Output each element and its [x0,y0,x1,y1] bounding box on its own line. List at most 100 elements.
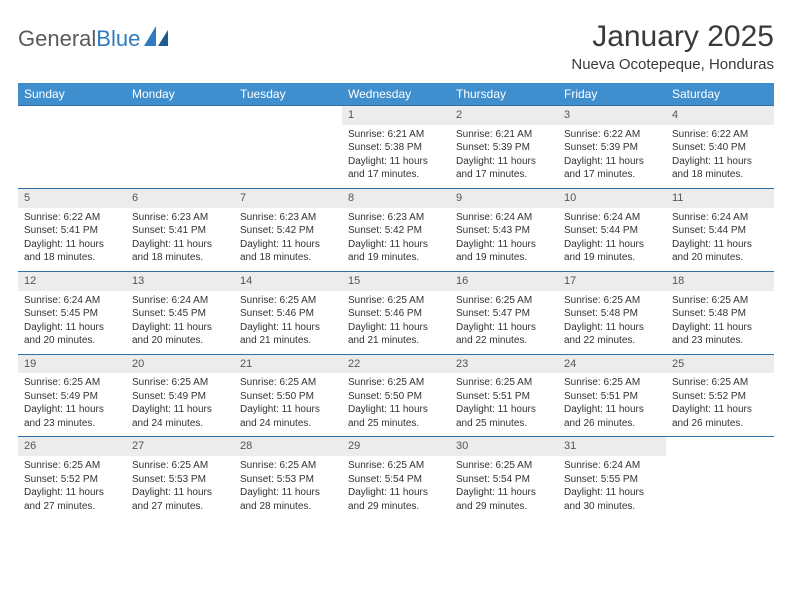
daylight-line-1: Daylight: 11 hours [24,403,120,417]
day-body: Sunrise: 6:25 AMSunset: 5:53 PMDaylight:… [126,456,234,519]
sunrise-line: Sunrise: 6:24 AM [132,294,228,308]
sunrise-line: Sunrise: 6:25 AM [456,294,552,308]
day-number: 18 [666,272,774,291]
calendar-day-cell: 26Sunrise: 6:25 AMSunset: 5:52 PMDayligh… [18,437,126,519]
calendar-table: SundayMondayTuesdayWednesdayThursdayFrid… [18,83,774,519]
calendar-week-row: 5Sunrise: 6:22 AMSunset: 5:41 PMDaylight… [18,188,774,271]
daylight-line-1: Daylight: 11 hours [456,238,552,252]
calendar-day-cell: 21Sunrise: 6:25 AMSunset: 5:50 PMDayligh… [234,354,342,437]
calendar-day-cell [18,106,126,189]
day-body: Sunrise: 6:25 AMSunset: 5:52 PMDaylight:… [666,373,774,436]
day-body: Sunrise: 6:25 AMSunset: 5:54 PMDaylight:… [450,456,558,519]
daylight-line-2: and 24 minutes. [240,417,336,431]
day-body: Sunrise: 6:24 AMSunset: 5:45 PMDaylight:… [126,291,234,354]
daylight-line-1: Daylight: 11 hours [24,486,120,500]
month-title: January 2025 [571,20,774,54]
calendar-day-cell: 19Sunrise: 6:25 AMSunset: 5:49 PMDayligh… [18,354,126,437]
location-label: Nueva Ocotepeque, Honduras [571,56,774,73]
day-number: 20 [126,355,234,374]
calendar-day-cell: 15Sunrise: 6:25 AMSunset: 5:46 PMDayligh… [342,271,450,354]
day-number: 24 [558,355,666,374]
weekday-header: Wednesday [342,83,450,106]
sunrise-line: Sunrise: 6:25 AM [24,459,120,473]
sunrise-line: Sunrise: 6:25 AM [348,294,444,308]
daylight-line-1: Daylight: 11 hours [564,321,660,335]
calendar-day-cell [126,106,234,189]
sunrise-line: Sunrise: 6:25 AM [132,376,228,390]
weekday-header: Sunday [18,83,126,106]
daylight-line-1: Daylight: 11 hours [672,155,768,169]
sunset-line: Sunset: 5:47 PM [456,307,552,321]
calendar-day-cell: 7Sunrise: 6:23 AMSunset: 5:42 PMDaylight… [234,188,342,271]
daylight-line-2: and 17 minutes. [564,168,660,182]
daylight-line-2: and 17 minutes. [456,168,552,182]
day-body: Sunrise: 6:25 AMSunset: 5:51 PMDaylight:… [558,373,666,436]
sunrise-line: Sunrise: 6:24 AM [24,294,120,308]
daylight-line-1: Daylight: 11 hours [672,321,768,335]
day-number: 25 [666,355,774,374]
sunrise-line: Sunrise: 6:23 AM [132,211,228,225]
sunrise-line: Sunrise: 6:22 AM [564,128,660,142]
day-body-empty [234,125,342,181]
brand-name-part2: Blue [96,26,140,52]
daylight-line-2: and 18 minutes. [24,251,120,265]
day-body: Sunrise: 6:24 AMSunset: 5:44 PMDaylight:… [558,208,666,271]
sunset-line: Sunset: 5:43 PM [456,224,552,238]
sunset-line: Sunset: 5:51 PM [456,390,552,404]
day-body: Sunrise: 6:25 AMSunset: 5:51 PMDaylight:… [450,373,558,436]
daylight-line-2: and 27 minutes. [24,500,120,514]
day-number: 4 [666,106,774,125]
daylight-line-2: and 27 minutes. [132,500,228,514]
day-body: Sunrise: 6:23 AMSunset: 5:41 PMDaylight:… [126,208,234,271]
sunset-line: Sunset: 5:51 PM [564,390,660,404]
day-body: Sunrise: 6:25 AMSunset: 5:52 PMDaylight:… [18,456,126,519]
sunset-line: Sunset: 5:46 PM [348,307,444,321]
calendar-day-cell: 14Sunrise: 6:25 AMSunset: 5:46 PMDayligh… [234,271,342,354]
calendar-day-cell: 6Sunrise: 6:23 AMSunset: 5:41 PMDaylight… [126,188,234,271]
daylight-line-1: Daylight: 11 hours [24,321,120,335]
calendar-day-cell: 8Sunrise: 6:23 AMSunset: 5:42 PMDaylight… [342,188,450,271]
weekday-header: Tuesday [234,83,342,106]
calendar-day-cell: 13Sunrise: 6:24 AMSunset: 5:45 PMDayligh… [126,271,234,354]
day-number: 8 [342,189,450,208]
day-body: Sunrise: 6:23 AMSunset: 5:42 PMDaylight:… [234,208,342,271]
daylight-line-1: Daylight: 11 hours [240,486,336,500]
daylight-line-2: and 18 minutes. [132,251,228,265]
sunset-line: Sunset: 5:55 PM [564,473,660,487]
day-body: Sunrise: 6:22 AMSunset: 5:41 PMDaylight:… [18,208,126,271]
calendar-day-cell: 27Sunrise: 6:25 AMSunset: 5:53 PMDayligh… [126,437,234,519]
calendar-day-cell: 5Sunrise: 6:22 AMSunset: 5:41 PMDaylight… [18,188,126,271]
calendar-day-cell: 3Sunrise: 6:22 AMSunset: 5:39 PMDaylight… [558,106,666,189]
sunrise-line: Sunrise: 6:21 AM [348,128,444,142]
calendar-day-cell: 29Sunrise: 6:25 AMSunset: 5:54 PMDayligh… [342,437,450,519]
day-number: 29 [342,437,450,456]
day-number: 26 [18,437,126,456]
daylight-line-1: Daylight: 11 hours [456,155,552,169]
day-body: Sunrise: 6:25 AMSunset: 5:48 PMDaylight:… [666,291,774,354]
daylight-line-1: Daylight: 11 hours [132,238,228,252]
day-body: Sunrise: 6:25 AMSunset: 5:50 PMDaylight:… [234,373,342,436]
day-body: Sunrise: 6:25 AMSunset: 5:54 PMDaylight:… [342,456,450,519]
weekday-header: Thursday [450,83,558,106]
calendar-day-cell [666,437,774,519]
sunset-line: Sunset: 5:49 PM [24,390,120,404]
daylight-line-1: Daylight: 11 hours [240,321,336,335]
sunset-line: Sunset: 5:42 PM [348,224,444,238]
daylight-line-2: and 23 minutes. [672,334,768,348]
daylight-line-2: and 17 minutes. [348,168,444,182]
calendar-week-row: 26Sunrise: 6:25 AMSunset: 5:52 PMDayligh… [18,437,774,519]
daylight-line-2: and 20 minutes. [132,334,228,348]
day-body: Sunrise: 6:25 AMSunset: 5:46 PMDaylight:… [342,291,450,354]
sunrise-line: Sunrise: 6:25 AM [564,294,660,308]
day-body-empty [126,125,234,181]
day-number-empty [234,106,342,125]
daylight-line-2: and 30 minutes. [564,500,660,514]
calendar-day-cell: 2Sunrise: 6:21 AMSunset: 5:39 PMDaylight… [450,106,558,189]
sunset-line: Sunset: 5:42 PM [240,224,336,238]
day-number: 27 [126,437,234,456]
sunrise-line: Sunrise: 6:24 AM [672,211,768,225]
daylight-line-1: Daylight: 11 hours [456,486,552,500]
sunset-line: Sunset: 5:50 PM [240,390,336,404]
daylight-line-1: Daylight: 11 hours [348,403,444,417]
sunrise-line: Sunrise: 6:25 AM [240,459,336,473]
